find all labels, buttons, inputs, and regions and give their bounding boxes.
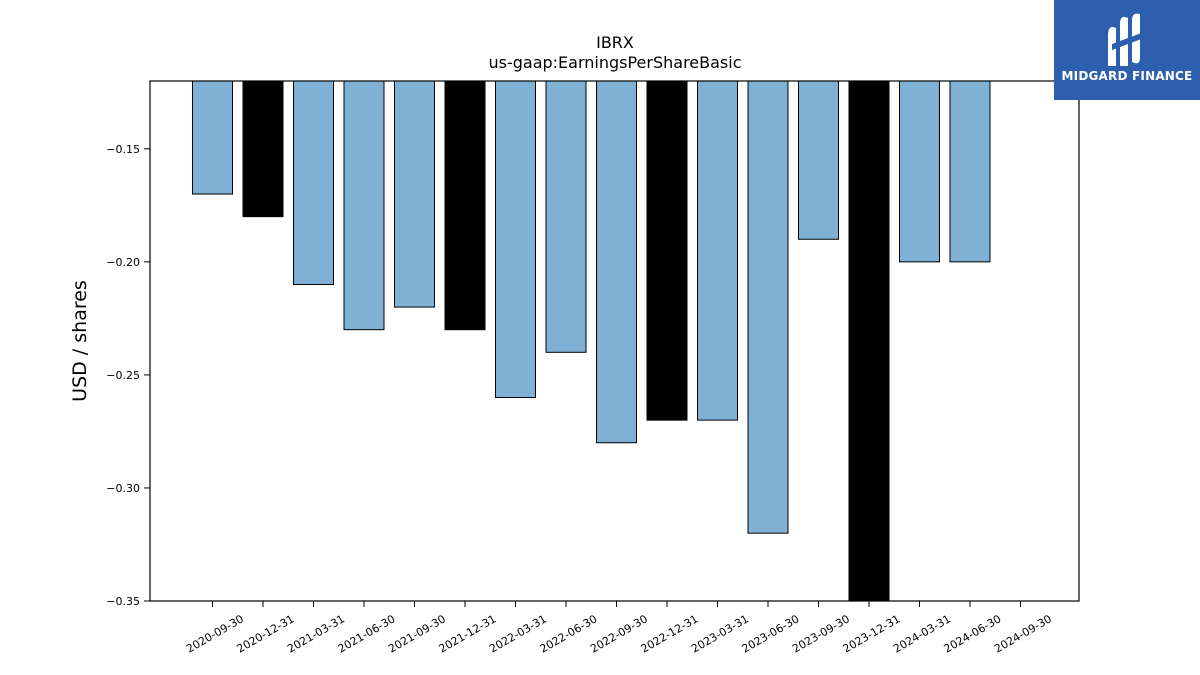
chart-title: IBRX: [596, 33, 634, 52]
bar-2023-03-31: [697, 80, 738, 421]
y-tick-label: −0.15: [106, 143, 140, 156]
bar-2020-09-30: [192, 80, 233, 195]
bar-2024-03-31: [899, 80, 940, 263]
bar-2023-09-30: [798, 80, 839, 240]
x-axis: 2020-09-302020-12-312021-03-312021-06-30…: [184, 601, 1054, 656]
plot-frame: [149, 80, 1080, 602]
midgard-finance-logo: MIDGARD FINANCE: [1054, 0, 1200, 100]
bar-2021-06-30: [343, 80, 385, 331]
bar-2022-12-31: [646, 80, 688, 421]
y-axis: −0.15 −0.20 −0.25 −0.30 −0.35: [106, 143, 150, 608]
bar-2021-03-31: [293, 80, 334, 285]
midgard-logo-icon: [1108, 13, 1144, 66]
y-axis-label: USD / shares: [69, 280, 91, 402]
bar-2021-12-31: [444, 80, 486, 331]
bar-2022-09-30: [596, 80, 637, 444]
y-tick-label: −0.20: [106, 256, 140, 269]
y-tick-label: −0.30: [106, 482, 140, 495]
bar-2020-12-31: [242, 80, 284, 218]
logo-text: MIDGARD FINANCE: [1061, 69, 1193, 83]
bar-2023-12-31: [848, 80, 890, 602]
bars-group: [192, 80, 991, 602]
bar-2022-06-30: [545, 80, 587, 353]
x-tick-label: 2024-09-30: [992, 612, 1054, 655]
bar-2024-06-30: [949, 80, 991, 263]
bar-2022-03-31: [495, 80, 536, 399]
chart-subtitle: us-gaap:EarningsPerShareBasic: [488, 53, 741, 72]
bar-2023-06-30: [747, 80, 789, 534]
y-tick-label: −0.35: [106, 595, 140, 608]
y-tick-label: −0.25: [106, 369, 140, 382]
bar-2021-09-30: [394, 80, 435, 308]
